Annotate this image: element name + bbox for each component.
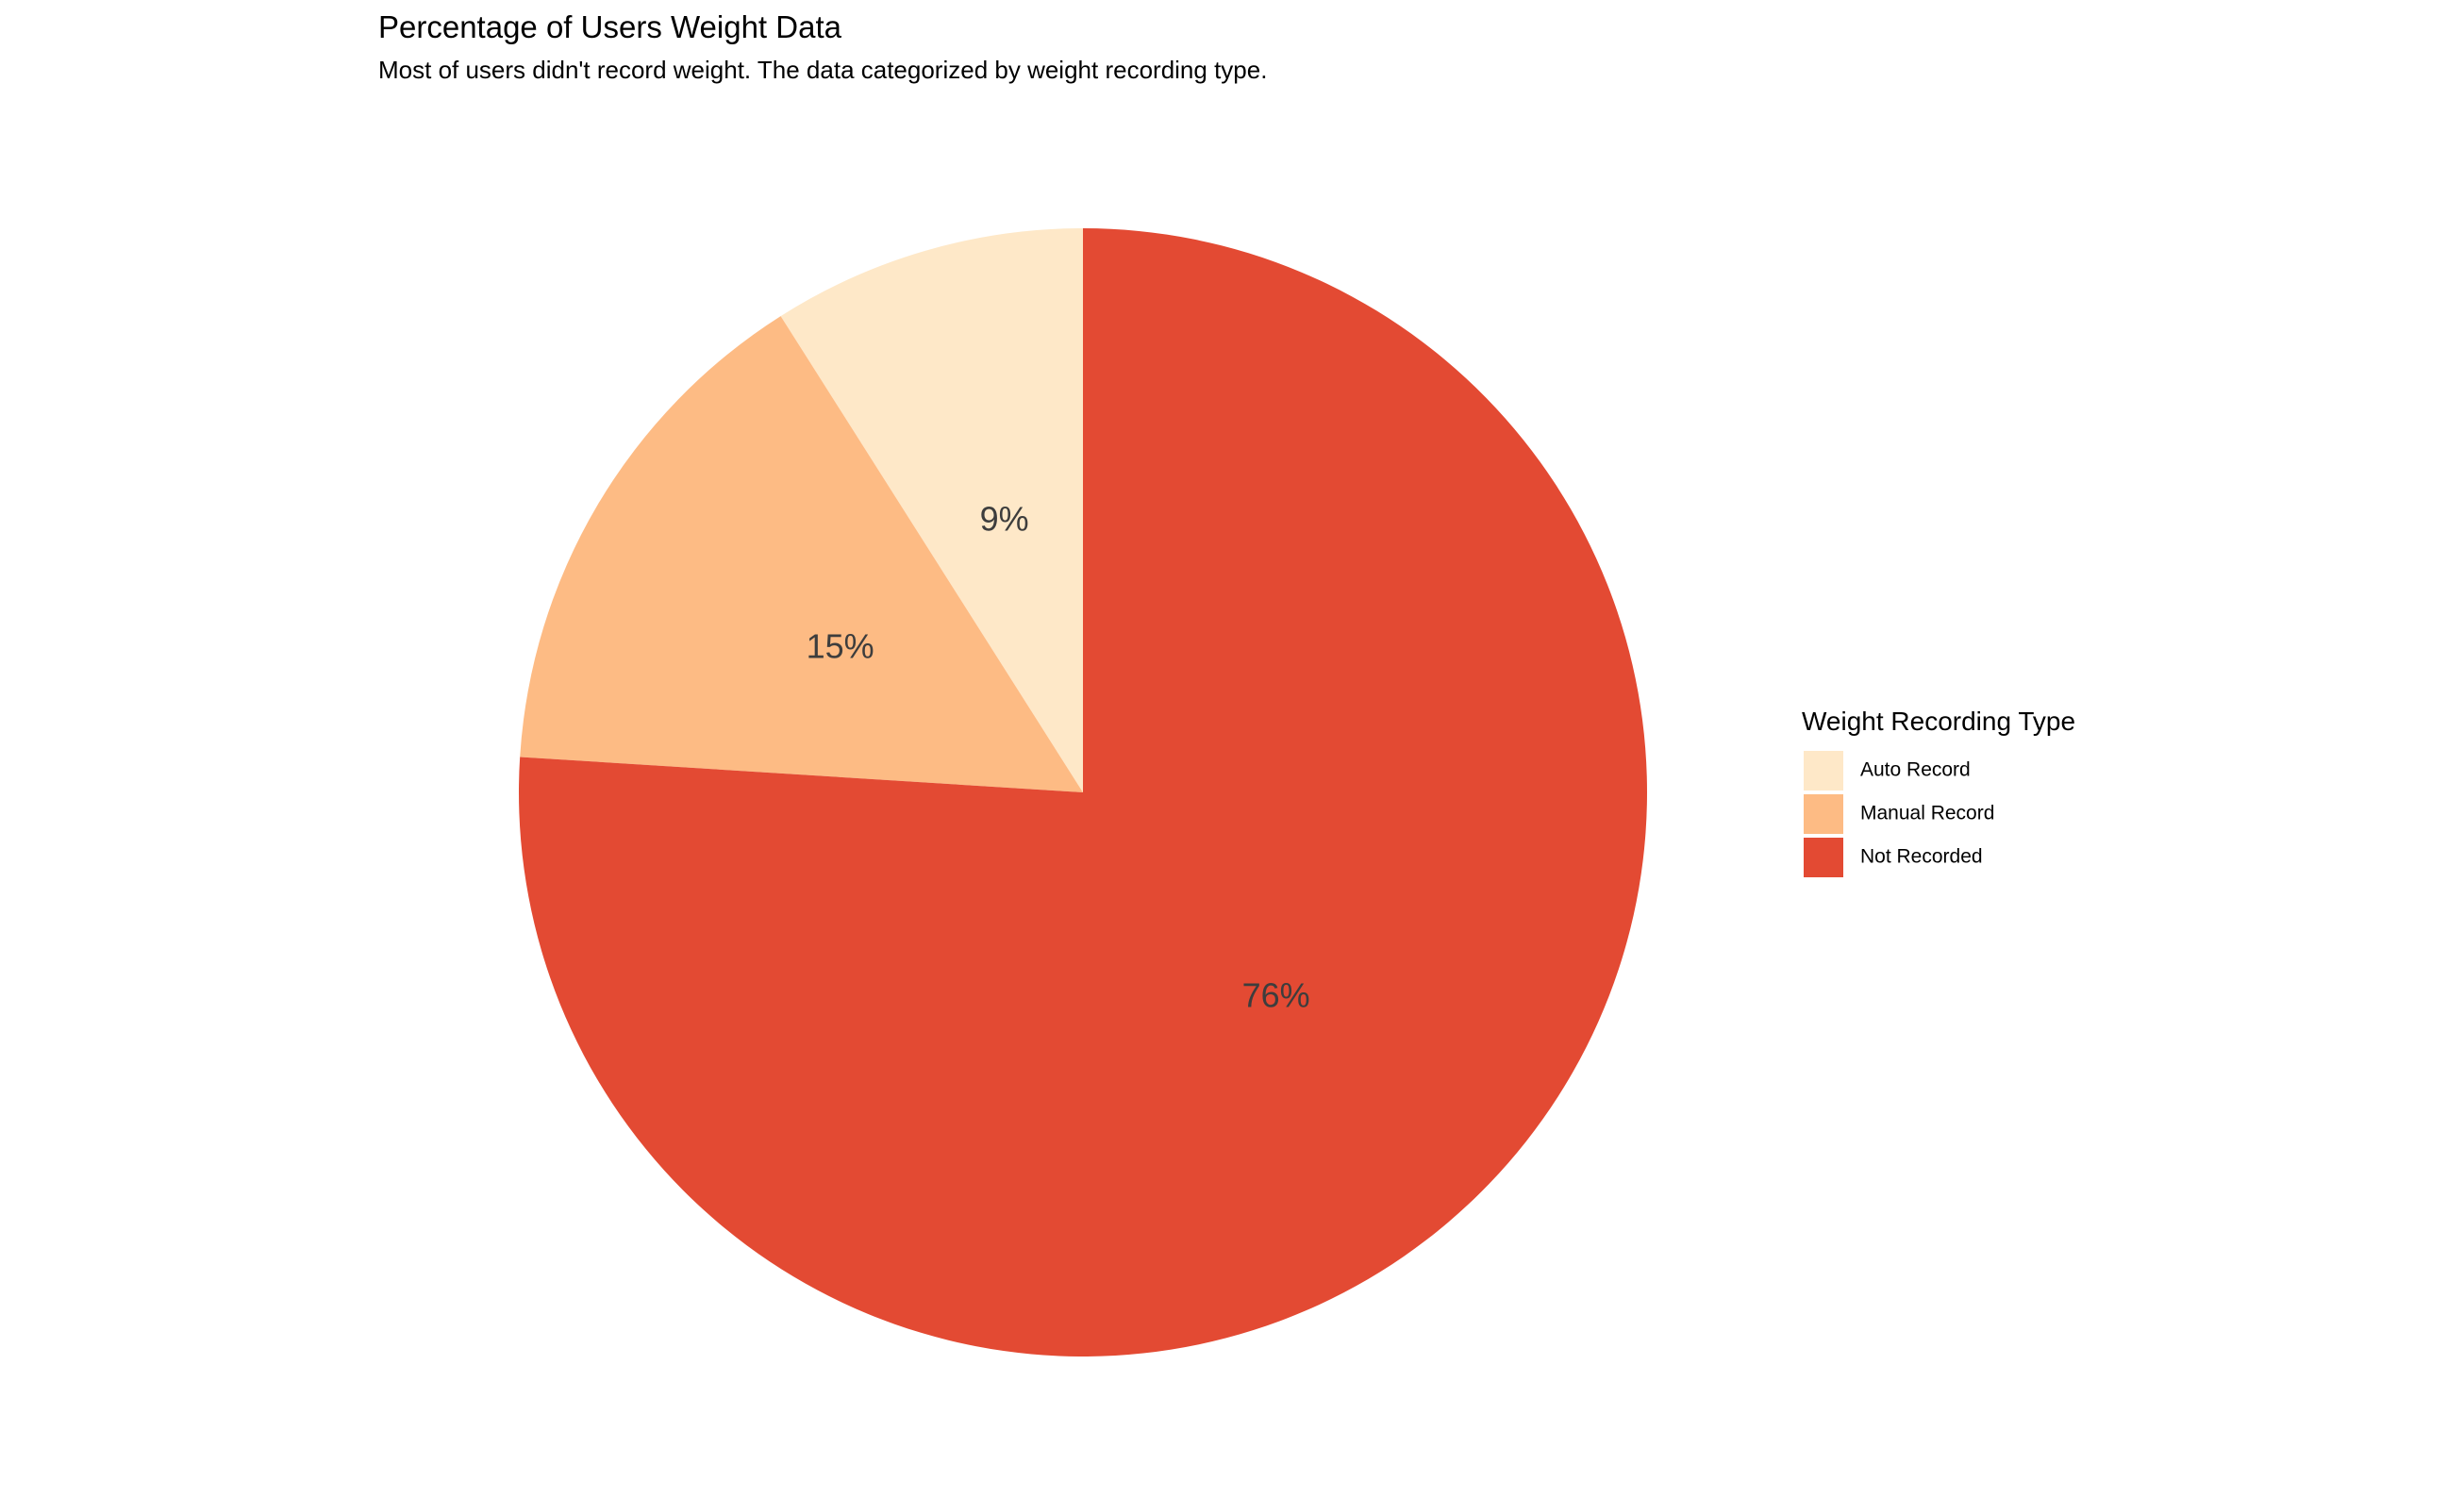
- pie-slice-manual-record: [520, 316, 1083, 792]
- legend-swatch-not-recorded: [1804, 838, 1843, 877]
- legend-swatch-manual-record: [1804, 794, 1843, 834]
- pie-slices: [519, 228, 1647, 1357]
- legend-label-not-recorded: Not Recorded: [1860, 846, 1983, 868]
- legend: Weight Recording Type Auto Record Manual …: [1802, 707, 2075, 877]
- slice-label-manual-record: 15%: [807, 626, 874, 665]
- legend-label-manual-record: Manual Record: [1860, 803, 1994, 824]
- chart-subtitle: Most of users didn't record weight. The …: [378, 56, 1267, 84]
- chart-title: Percentage of Users Weight Data: [378, 9, 842, 44]
- legend-swatch-auto-record: [1804, 751, 1843, 791]
- slice-label-auto-record: 9%: [980, 499, 1029, 538]
- slice-label-not-recorded: 76%: [1242, 975, 1310, 1014]
- pie-slice-auto-record: [780, 228, 1083, 792]
- legend-label-auto-record: Auto Record: [1860, 759, 1971, 781]
- pie-slice-labels: 9% 15% 76%: [807, 499, 1310, 1014]
- pie-slice-not-recorded: [519, 228, 1647, 1357]
- legend-items: Auto Record Manual Record Not Recorded: [1804, 751, 1994, 877]
- legend-title: Weight Recording Type: [1802, 707, 2075, 736]
